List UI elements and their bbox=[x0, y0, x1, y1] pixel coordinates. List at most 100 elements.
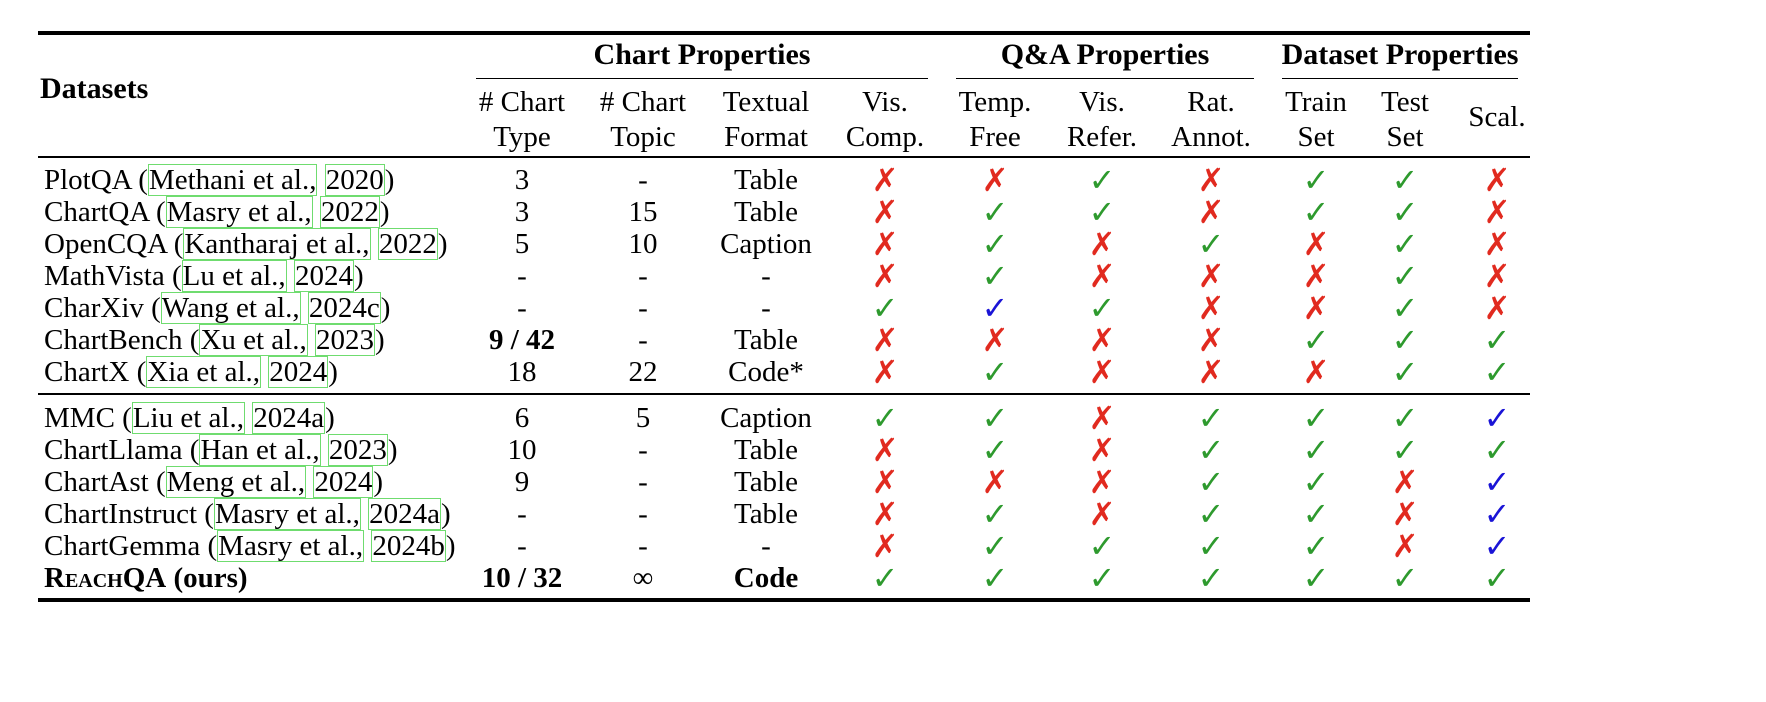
citation-year-link[interactable]: 2023 bbox=[327, 434, 388, 466]
textual-format-cell: Table bbox=[734, 498, 798, 530]
citation-year-link[interactable]: 2024b bbox=[371, 530, 446, 562]
scal-cross-icon: ✗ bbox=[1483, 257, 1511, 295]
textual-format-cell: Code bbox=[733, 562, 799, 594]
textual-format-cell: Table bbox=[734, 164, 798, 196]
citation-year-link[interactable]: 2024c bbox=[307, 292, 381, 324]
test-set-cross-icon: ✗ bbox=[1391, 527, 1419, 565]
citation-authors-link[interactable]: Masry et al., bbox=[165, 196, 313, 228]
citation-year-link[interactable]: 2022 bbox=[319, 196, 380, 228]
temp-free-check-icon: ✓ bbox=[981, 257, 1009, 295]
chart-topic-cell: - bbox=[638, 260, 648, 292]
citation-year-link[interactable]: 2024 bbox=[293, 260, 354, 292]
vis-refer-cross-icon: ✗ bbox=[1088, 321, 1116, 359]
textual-format-cell: Code* bbox=[728, 356, 804, 388]
chart-type-cell: - bbox=[517, 530, 527, 562]
scal-check-icon: ✓ bbox=[1483, 559, 1511, 597]
scal-partial-icon: ✓ bbox=[1483, 463, 1511, 501]
train-set-check-icon: ✓ bbox=[1302, 527, 1330, 565]
chart-type-cell: 3 bbox=[514, 164, 530, 196]
dataset-name: MMC bbox=[44, 402, 115, 434]
citation-authors-link[interactable]: Masry et al., bbox=[213, 498, 361, 530]
citation-authors-link[interactable]: Kantharaj et al., bbox=[183, 228, 371, 260]
citation-authors-link[interactable]: Han et al., bbox=[199, 434, 321, 466]
table-row: OpenCQA (Kantharaj et al., 2022) 5 10 Capti… bbox=[0, 226, 1766, 262]
dataset-name: ChartX bbox=[44, 356, 130, 388]
chart-topic-cell: 5 bbox=[635, 402, 651, 434]
citation-year-link[interactable]: 2023 bbox=[315, 324, 375, 356]
dataset-citation: MathVista (Lu et al., 2024) bbox=[44, 260, 364, 292]
citation-year-link[interactable]: 2024 bbox=[313, 466, 374, 498]
scal-check-icon: ✓ bbox=[1483, 431, 1511, 469]
textual-format-cell: Caption bbox=[720, 402, 812, 434]
vis-comp-cross-icon: ✗ bbox=[871, 527, 899, 565]
scal-partial-icon: ✓ bbox=[1483, 399, 1511, 437]
chart-type-cell: 6 bbox=[514, 402, 530, 434]
vis-refer-check-icon: ✓ bbox=[1088, 289, 1116, 327]
scal-cross-icon: ✗ bbox=[1483, 161, 1511, 199]
vis-comp-check-icon: ✓ bbox=[871, 559, 899, 597]
textual-format-cell: Table bbox=[734, 466, 798, 498]
test-set-cross-icon: ✗ bbox=[1391, 463, 1419, 501]
textual-format-cell: - bbox=[761, 530, 771, 562]
chart-type-cell: 5 bbox=[514, 228, 530, 260]
table-row: MMC (Liu et al., 2024a) 6 5 Caption ✓ ✓ ✗ ✓ ✓ ✓ ✓ bbox=[0, 400, 1766, 436]
train-set-check-icon: ✓ bbox=[1302, 321, 1330, 359]
table-row: CharXiv (Wang et al., 2024c) - - - ✓ ✓ ✓ ✗ ✗ ✓ ✗ bbox=[0, 290, 1766, 326]
train-set-check-icon: ✓ bbox=[1302, 193, 1330, 231]
cmidrule-dataset bbox=[1282, 78, 1518, 79]
chart-type-cell: 10 / 32 bbox=[481, 562, 563, 594]
citation-year-link[interactable]: 2024a bbox=[252, 402, 326, 434]
dataset-citation: ChartX (Xia et al., 2024) bbox=[44, 356, 338, 388]
vis-comp-cross-icon: ✗ bbox=[871, 161, 899, 199]
citation-authors-link[interactable]: Meng et al., bbox=[165, 466, 307, 498]
vis-refer-cross-icon: ✗ bbox=[1088, 495, 1116, 533]
ours-suffix: (ours) bbox=[166, 562, 248, 594]
test-set-check-icon: ✓ bbox=[1391, 559, 1419, 597]
chart-type-cell: - bbox=[517, 498, 527, 530]
citation-year-link[interactable]: 2024a bbox=[368, 498, 442, 530]
textual-format-cell: - bbox=[761, 292, 771, 324]
temp-free-check-icon: ✓ bbox=[981, 559, 1009, 597]
citation-authors-link[interactable]: Masry et al., bbox=[217, 530, 365, 562]
citation-year-link[interactable]: 2024 bbox=[268, 356, 329, 388]
rat-annot-cross-icon: ✗ bbox=[1197, 193, 1225, 231]
citation-authors-link[interactable]: Liu et al., bbox=[131, 402, 245, 434]
train-set-check-icon: ✓ bbox=[1302, 161, 1330, 199]
table-row: ChartBench (Xu et al., 2023) 9 / 42 - Table… bbox=[0, 322, 1766, 358]
vis-refer-check-icon: ✓ bbox=[1088, 559, 1116, 597]
vis-refer-check-icon: ✓ bbox=[1088, 161, 1116, 199]
table-row: MathVista (Lu et al., 2024) - - - ✗ ✓ ✗ ✗ ✗ ✓ ✗ bbox=[0, 258, 1766, 294]
citation-authors-link[interactable]: Xia et al., bbox=[146, 356, 262, 388]
col-header-vis-comp: Vis. Comp. bbox=[845, 86, 925, 153]
scal-check-icon: ✓ bbox=[1483, 353, 1511, 391]
col-header-train-set: Train Set bbox=[1285, 86, 1347, 153]
train-set-check-icon: ✓ bbox=[1302, 399, 1330, 437]
citation-authors-link[interactable]: Wang et al., bbox=[160, 292, 301, 324]
citation-authors-link[interactable]: Methani et al., bbox=[147, 164, 318, 196]
temp-free-cross-icon: ✗ bbox=[981, 161, 1009, 199]
rat-annot-cross-icon: ✗ bbox=[1197, 161, 1225, 199]
dataset-citation: ChartInstruct (Masry et al., 2024a) bbox=[44, 498, 451, 530]
chart-topic-cell: - bbox=[638, 292, 648, 324]
temp-free-check-icon: ✓ bbox=[981, 527, 1009, 565]
textual-format-cell: Table bbox=[734, 324, 798, 356]
citation-year-link[interactable]: 2022 bbox=[377, 228, 438, 260]
chart-topic-cell: - bbox=[638, 434, 648, 466]
citation-authors-link[interactable]: Lu et al., bbox=[181, 260, 287, 292]
temp-free-check-icon: ✓ bbox=[981, 399, 1009, 437]
citation-year-link[interactable]: 2020 bbox=[324, 164, 385, 196]
group-header-qa-properties: Q&A Properties bbox=[1000, 38, 1210, 71]
chart-topic-cell: 10 bbox=[628, 228, 658, 260]
train-set-check-icon: ✓ bbox=[1302, 431, 1330, 469]
dataset-name: ChartQA bbox=[44, 196, 149, 228]
chart-topic-cell: - bbox=[638, 164, 648, 196]
rat-annot-cross-icon: ✗ bbox=[1197, 353, 1225, 391]
vis-refer-cross-icon: ✗ bbox=[1088, 399, 1116, 437]
citation-authors-link[interactable]: Xu et al., bbox=[199, 324, 308, 356]
vis-comp-cross-icon: ✗ bbox=[871, 193, 899, 231]
table-row: ChartInstruct (Masry et al., 2024a) - - Tab… bbox=[0, 496, 1766, 532]
test-set-cross-icon: ✗ bbox=[1391, 495, 1419, 533]
train-set-cross-icon: ✗ bbox=[1302, 289, 1330, 327]
test-set-check-icon: ✓ bbox=[1391, 257, 1419, 295]
dataset-name: CharXiv bbox=[44, 292, 144, 324]
